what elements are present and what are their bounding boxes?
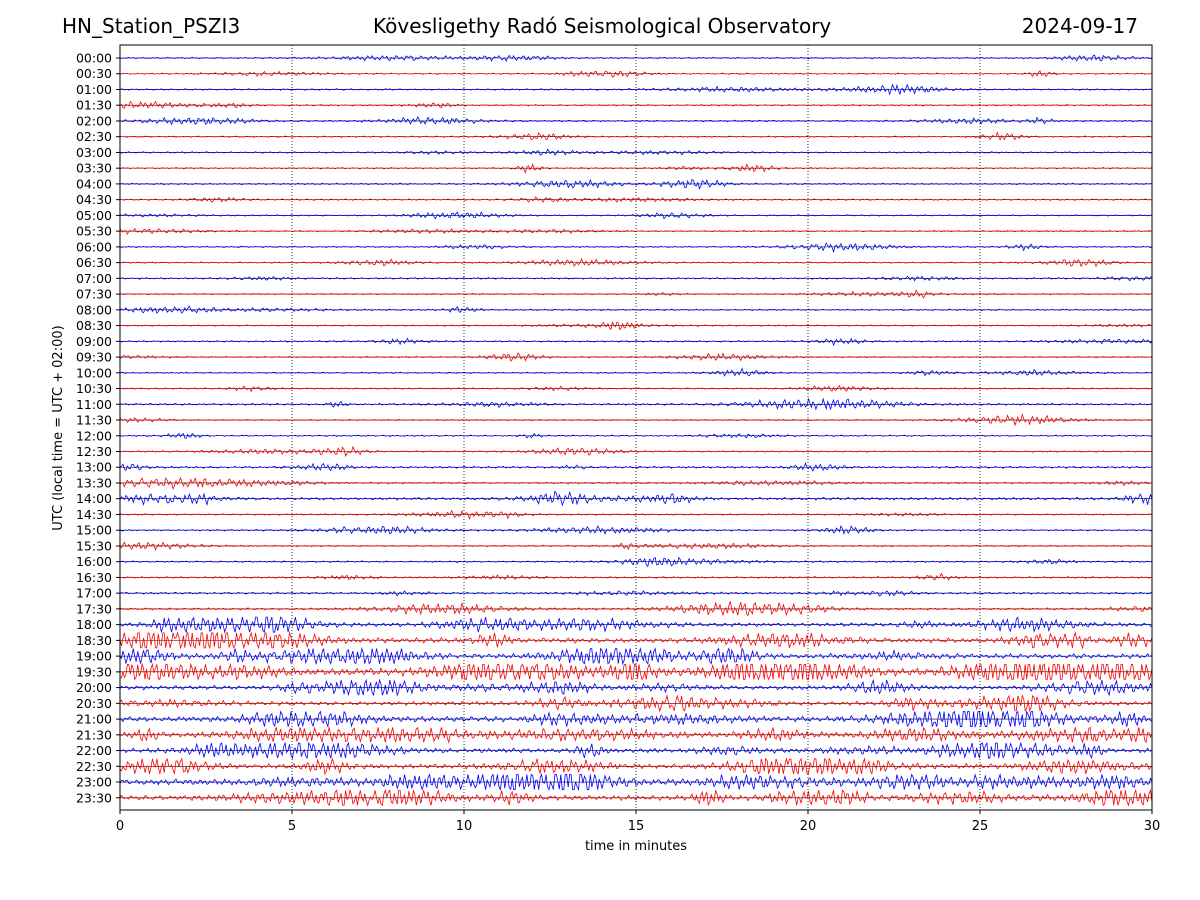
y-tick-label: 01:30 [76,98,112,113]
y-tick-label: 06:30 [76,255,112,270]
y-tick-label: 09:00 [76,334,112,349]
x-tick-label: 0 [116,819,124,834]
y-tick-label: 05:30 [76,224,112,239]
y-tick-label: 03:00 [76,145,112,160]
y-tick-label: 15:00 [76,523,112,538]
seismic-trace [119,321,1153,331]
y-axis-label: UTC (local time = UTC + 02:00) [51,325,66,530]
y-tick-label: 06:00 [76,239,112,254]
seismic-trace [119,788,1153,807]
x-tick-label: 5 [288,819,296,834]
seismic-trace [119,337,1153,347]
y-tick-label: 16:30 [76,570,112,585]
y-tick-label: 07:00 [76,271,112,286]
y-tick-label: 15:30 [76,538,112,553]
y-tick-label: 03:30 [76,161,112,176]
seismic-trace [119,196,1153,203]
x-tick-label: 20 [800,819,817,834]
y-tick-label: 20:30 [76,696,112,711]
y-tick-label: 11:30 [76,413,112,428]
x-tick-label: 15 [628,819,645,834]
date-title: 2024-09-17 [1021,14,1138,38]
x-tick-label: 30 [1144,819,1161,834]
seismic-trace [119,476,1153,490]
y-tick-label: 02:00 [76,113,112,128]
y-tick-label: 21:00 [76,712,112,727]
y-tick-label: 10:00 [76,365,112,380]
y-tick-label: 22:30 [76,759,112,774]
y-tick-label: 12:00 [76,428,112,443]
seismic-trace [119,509,1153,521]
y-tick-label: 21:30 [76,727,112,742]
seismic-trace [119,131,1153,141]
y-tick-label: 16:00 [76,554,112,569]
x-tick-label: 25 [972,819,989,834]
seismic-trace [119,772,1153,791]
y-tick-label: 23:00 [76,775,112,790]
y-tick-label: 01:00 [76,82,112,97]
seismic-trace [119,525,1153,535]
y-tick-label: 18:30 [76,633,112,648]
seismic-trace [119,242,1153,254]
y-tick-label: 14:00 [76,491,112,506]
y-tick-label: 22:00 [76,743,112,758]
observatory-title: Kövesligethy Radó Seismological Observat… [373,14,832,38]
y-tick-label: 04:30 [76,192,112,207]
seismic-trace [119,710,1153,729]
seismic-trace [119,647,1153,666]
x-tick-label: 10 [456,819,473,834]
trace-group [119,54,1153,807]
y-tick-label: 08:30 [76,318,112,333]
y-tick-label: 09:30 [76,350,112,365]
seismic-trace [119,275,1153,282]
y-tick-label: 14:30 [76,507,112,522]
x-axis-label: time in minutes [585,839,687,854]
seismic-trace [119,211,1153,220]
y-axis-ticks: 00:0000:3001:0001:3002:0002:3003:0003:30… [76,51,120,805]
y-tick-label: 19:30 [76,664,112,679]
y-tick-label: 00:30 [76,66,112,81]
x-axis-ticks: 0 5 10 15 20 25 30 [116,810,1160,834]
seismic-trace [119,257,1153,268]
y-tick-label: 20:00 [76,680,112,695]
seismic-trace [119,397,1153,411]
y-tick-label: 23:30 [76,790,112,805]
y-tick-label: 08:00 [76,302,112,317]
y-tick-label: 17:30 [76,601,112,616]
y-tick-label: 04:00 [76,176,112,191]
y-tick-label: 02:30 [76,129,112,144]
y-tick-label: 07:30 [76,287,112,302]
y-tick-label: 11:00 [76,397,112,412]
y-tick-label: 13:30 [76,475,112,490]
y-tick-label: 17:00 [76,586,112,601]
y-tick-label: 13:00 [76,460,112,475]
y-tick-label: 18:00 [76,617,112,632]
seismic-trace [119,384,1153,393]
y-tick-label: 12:30 [76,444,112,459]
y-tick-label: 19:00 [76,649,112,664]
vertical-grid [291,45,981,810]
y-tick-label: 10:30 [76,381,112,396]
plot-frame [119,44,1153,811]
seismic-trace [119,662,1153,681]
y-tick-label: 00:00 [76,51,112,66]
seismic-trace [119,70,1153,78]
y-tick-label: 05:00 [76,208,112,223]
station-title: HN_Station_PSZI3 [62,14,241,38]
